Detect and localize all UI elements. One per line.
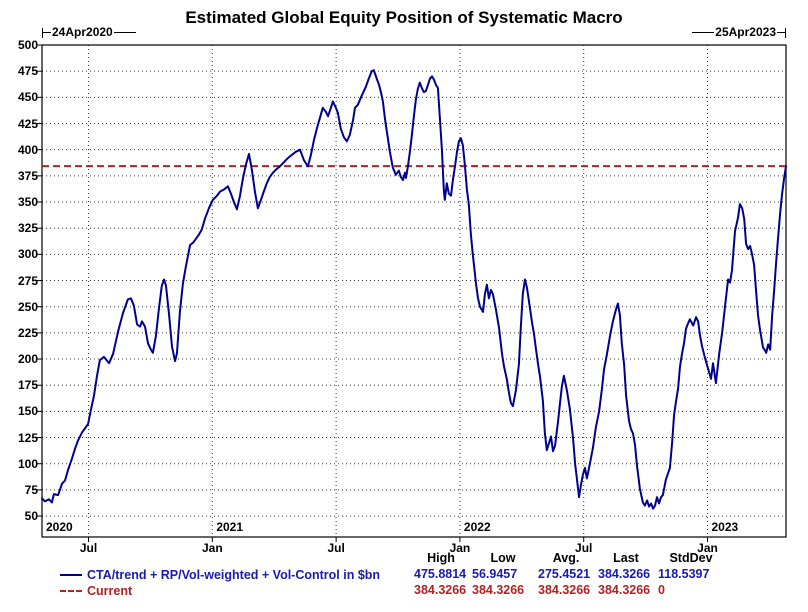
- start-date-marker: 24Apr2020: [42, 26, 136, 39]
- end-leading-dash: [692, 32, 715, 33]
- x-axis-year-label: 2023: [711, 520, 739, 534]
- x-axis-year-label: 2021: [216, 520, 244, 534]
- start-bracket-tick: [42, 27, 43, 38]
- end-bracket-tick: [785, 27, 786, 38]
- y-axis-tick-label: 250: [17, 299, 38, 314]
- series-avg: 275.4521: [538, 567, 591, 581]
- stats-header-stddev: StdDev: [669, 551, 713, 565]
- y-axis-tick-label: 425: [17, 116, 38, 131]
- start-date-label: 24Apr2020: [52, 25, 113, 39]
- current-last: 384.3266: [598, 583, 651, 597]
- end-bracket-dash: [777, 32, 785, 33]
- stats-header-last: Last: [613, 551, 639, 565]
- series-last: 384.3266: [598, 567, 651, 581]
- x-axis-year-label: 2022: [463, 520, 491, 534]
- x-axis-month-label: Jan: [449, 541, 471, 555]
- y-axis-tick-label: 175: [17, 378, 38, 393]
- stats-header-low: Low: [490, 551, 516, 565]
- x-axis-month-label: Jan: [697, 541, 718, 555]
- stats-header-high: High: [427, 551, 455, 565]
- x-axis-month-label: Jul: [575, 541, 593, 555]
- end-date-marker: 25Apr2023: [692, 26, 786, 39]
- series-line: [41, 69, 787, 510]
- y-axis-tick-label: 50: [24, 509, 38, 524]
- series-label: CTA/trend + RP/Vol-weighted + Vol-Contro…: [87, 568, 381, 582]
- x-axis-month-label: Jan: [201, 541, 223, 555]
- end-date-label: 25Apr2023: [715, 25, 776, 39]
- y-axis-tick-label: 75: [24, 482, 38, 497]
- series-line-sample: [60, 574, 82, 576]
- series-stddev: 118.5397: [658, 567, 710, 581]
- x-axis-month-label: Jul: [79, 541, 98, 555]
- current-low: 384.3266: [472, 583, 525, 597]
- series-high: 475.8814: [414, 567, 467, 581]
- start-trailing-dash: [113, 32, 136, 33]
- current-stddev: 0: [658, 583, 665, 597]
- y-axis-tick-label: 475: [17, 64, 38, 79]
- stats-corner-cell: [60, 551, 412, 567]
- y-axis-tick-label: 100: [17, 456, 38, 471]
- y-axis-tick-label: 150: [17, 404, 38, 419]
- y-axis-tick-label: 400: [17, 142, 38, 157]
- y-axis-tick-label: 375: [17, 168, 38, 183]
- y-axis-tick-label: 325: [17, 221, 38, 236]
- y-axis-tick-label: 500: [17, 38, 38, 52]
- current-label: Current: [87, 584, 133, 598]
- x-axis-month-label: Jul: [327, 541, 345, 555]
- y-axis-tick-label: 200: [17, 352, 38, 367]
- y-axis-tick-label: 225: [17, 325, 38, 340]
- current-high: 384.3266: [414, 583, 467, 597]
- y-axis-tick-label: 275: [17, 273, 38, 288]
- x-axis-year-label: 2020: [46, 520, 73, 534]
- start-bracket-dash: [43, 32, 51, 33]
- legend-current-row: Current: [60, 583, 412, 599]
- chart-title: Estimated Global Equity Position of Syst…: [185, 8, 623, 27]
- series-low: 56.9457: [472, 567, 518, 581]
- legend-series-row: CTA/trend + RP/Vol-weighted + Vol-Contro…: [60, 567, 412, 583]
- y-axis-tick-label: 125: [17, 430, 38, 445]
- stats-header-avg: Avg.: [552, 551, 580, 565]
- y-axis-tick-label: 450: [17, 90, 38, 105]
- y-axis-tick-label: 300: [17, 247, 38, 262]
- legend-and-stats: High Low Avg. Last StdDev CTA/trend + RP…: [60, 551, 726, 599]
- plot-border: [41, 44, 787, 538]
- current-line-sample: [60, 590, 82, 592]
- y-axis-tick-label: 350: [17, 195, 38, 210]
- current-avg: 384.3266: [538, 583, 591, 597]
